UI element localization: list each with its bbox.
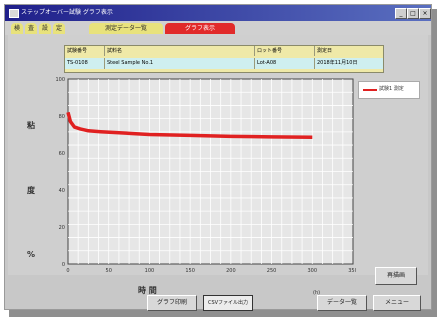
y-tick-label: 20 [59,225,65,231]
tab-bar: 検 査 設 定 測定データ一覧 グラフ表示 [5,21,431,35]
x-tick-label: 350 [348,268,356,274]
app-icon [9,9,19,18]
y-tick-label: 40 [59,188,65,194]
info-value: Steel Sample No.1 [105,58,255,69]
title-bar[interactable]: ステップオーバー試験 グラフ表示 _ □ × [5,5,431,21]
app-window: ステップオーバー試験 グラフ表示 _ □ × 検 査 設 定 測定データ一覧 グ… [4,4,432,311]
info-header: 測定日 [317,48,333,54]
info-value: 2018年11月10日 [317,60,358,66]
tab-graph[interactable]: グラフ表示 [165,23,235,34]
legend-label: 試験1 測定 [379,86,404,92]
tab-measure-list[interactable]: 測定データ一覧 [89,23,163,34]
x-tick-label: 50 [106,268,112,274]
info-table: 試験番号 試料名 ロット番号 測定日 TS-0108 Steel Sample … [64,45,384,73]
info-value-row: TS-0108 Steel Sample No.1 Lot-A08 2018年1… [65,58,383,69]
legend: 試験1 測定 [358,81,420,99]
window-title: ステップオーバー試験 グラフ表示 [21,9,113,16]
close-button[interactable]: × [419,8,431,19]
print-graph-button[interactable]: グラフ印刷 [147,295,197,311]
x-axis-unit: (h) [313,290,321,296]
tab-item-1[interactable]: 査 [25,23,37,34]
y-tick-label: 60 [59,151,65,157]
info-header: ロット番号 [255,46,315,56]
y-axis-label-2: % [27,250,36,259]
info-value: Lot-A08 [255,58,315,69]
x-tick-label: 200 [226,268,236,274]
series-line [66,111,313,140]
tab-item-3[interactable]: 定 [53,23,65,34]
info-value: TS-0108 [65,58,105,69]
maximize-button[interactable]: □ [407,8,419,19]
y-axis-label-0: 粘 [27,121,35,130]
x-tick-label: 150 [185,268,195,274]
legend-swatch [363,89,377,91]
redraw-button[interactable]: 再描画 [375,267,417,285]
info-header-row: 試験番号 試料名 ロット番号 測定日 [65,46,383,56]
graph-panel: 試験番号 試料名 ロット番号 測定日 TS-0108 Steel Sample … [8,35,428,296]
y-tick-label: 80 [59,114,65,120]
csv-export-button[interactable]: CSVファイル出力 [203,295,253,311]
x-tick-label: 250 [267,268,277,274]
line-chart: 0 50 100 150 200 250 300 350 0 20 40 60 80 100 [55,77,356,274]
tab-item-2[interactable]: 設 [39,23,51,34]
y-tick-label: 100 [55,77,65,83]
tab-item-0[interactable]: 検 [11,23,23,34]
x-tick-label: 300 [308,268,318,274]
x-axis-label: 時 間 [138,286,157,295]
info-header: 試料名 [105,46,255,56]
minimize-button[interactable]: _ [395,8,407,19]
x-tick-label: 100 [145,268,155,274]
y-axis-label-1: 度 [27,186,35,195]
menu-button[interactable]: メニュー [373,295,421,311]
data-list-button[interactable]: データ一覧 [317,295,367,311]
y-tick-label: 0 [62,262,65,268]
x-tick-label: 0 [66,268,69,274]
info-header: 試験番号 [65,46,105,56]
